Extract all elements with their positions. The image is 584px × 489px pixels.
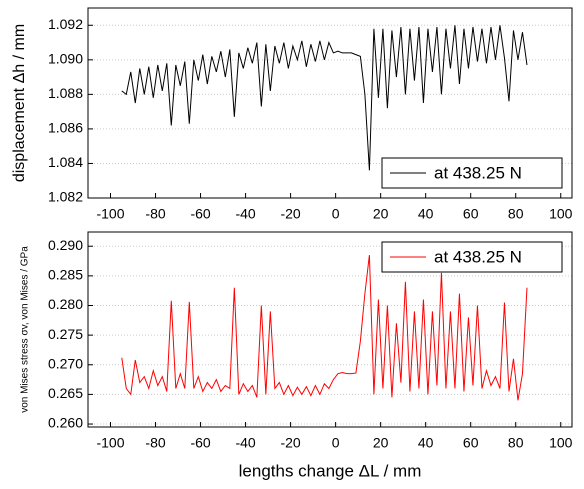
x-tick-label: -60 [190,435,210,451]
plot-frame [87,231,573,428]
x-tick-label: 80 [508,206,524,222]
x-tick-label: -100 [96,206,124,222]
y-tick-label: 0.290 [48,237,83,253]
y-tick-label: 1.090 [48,51,83,67]
x-tick-label: -100 [96,435,124,451]
y-axis-label: displacement Δh / mm [11,24,28,182]
y-tick-label: 1.082 [48,189,83,205]
y-tick-label: 0.265 [48,385,83,401]
x-tick-label: 60 [463,435,479,451]
x-tick-label: 20 [373,435,389,451]
x-tick-label: -80 [145,435,165,451]
data-line [121,25,528,171]
x-tick-label: 60 [463,206,479,222]
y-tick-label: 1.088 [48,85,83,101]
x-axis-label: lengths change ΔL / mm [239,461,422,480]
x-tick-label: 100 [549,435,573,451]
x-tick-label: 0 [332,435,340,451]
x-tick-label: 80 [508,435,524,451]
y-tick-label: 0.260 [48,415,83,431]
legend-label: at 438.25 N [434,163,522,182]
y-tick-label: 1.086 [48,120,83,136]
y-tick-label: 1.084 [48,154,83,170]
y-tick-label: 0.280 [48,296,83,312]
y-tick-label: 1.092 [48,16,83,32]
x-tick-label: 0 [332,206,340,222]
legend-label: at 438.25 N [434,247,522,266]
x-tick-label: 20 [373,206,389,222]
y-tick-label: 0.270 [48,355,83,371]
x-tick-label: 40 [418,206,434,222]
y-tick-label: 0.275 [48,326,83,342]
y-tick-label: 0.285 [48,267,83,283]
data-line [121,255,528,401]
x-tick-label: -40 [235,206,255,222]
x-tick-label: -40 [235,435,255,451]
x-tick-label: 100 [549,206,573,222]
x-tick-label: -20 [280,206,300,222]
plot-frame [87,7,573,199]
y-axis-label: von Mises stress σv, von Mises / GPa [20,246,31,413]
x-tick-label: 40 [418,435,434,451]
x-tick-label: -80 [145,206,165,222]
x-tick-label: -60 [190,206,210,222]
x-tick-label: -20 [280,435,300,451]
